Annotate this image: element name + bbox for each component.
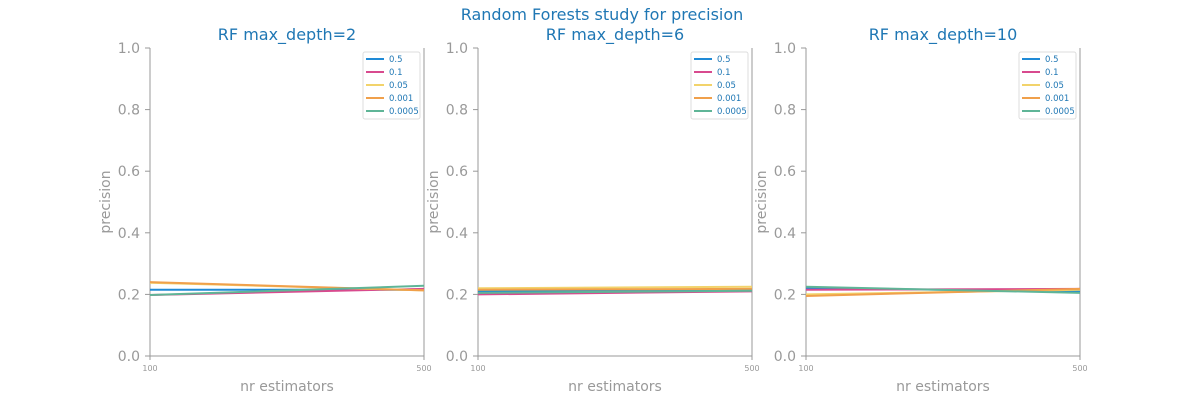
legend-entry: 0.05 [717,81,736,91]
series-line-0.001 [477,287,753,291]
legend-entry: 0.0005 [717,107,747,117]
series-line-0.001 [149,281,425,292]
series-line-0.001 [805,287,1081,297]
y-tick-label: 0.0 [774,349,796,365]
x-axis-label: nr estimators [896,379,990,395]
legend-entry: 0.5 [389,55,403,65]
legend-entry: 0.5 [1045,55,1059,65]
subplot-2: 0.0 0.2 0.4 0.6 0.8 1.0 100 500 RF max_depth=6nr… [426,25,760,395]
y-tick-label: 0.4 [446,226,468,242]
y-tick-label: 1.0 [118,41,140,57]
legend-entry: 0.05 [1045,81,1064,91]
legend-entry: 0.001 [1045,94,1069,104]
y-axis-label: precision [426,170,442,233]
y-tick-label: 0.2 [446,287,468,303]
legend: 0.5 0.1 0.05 0.001 0.0005 [690,51,749,120]
legend: 0.5 0.1 0.05 0.001 0.0005 [362,51,421,120]
legend-entry: 0.5 [717,55,731,65]
y-tick-label: 0.6 [774,164,796,180]
legend-box [362,51,421,120]
subplots: 0.0 0.2 0.4 0.6 0.8 1.0 100 500 RF max_depth=2nr… [98,25,1088,395]
series-line-0.0005 [149,284,425,297]
y-tick-label: 0.0 [446,349,468,365]
legend-entry: 0.001 [389,94,413,104]
y-tick-label: 0.4 [118,226,140,242]
y-tick-label: 0.2 [774,287,796,303]
subplot-3: 0.0 0.2 0.4 0.6 0.8 1.0 100 500 RF max_depth=10n… [754,25,1088,395]
y-tick-label: 0.8 [446,103,468,119]
y-tick-label: 0.8 [118,103,140,119]
x-tick-label: 100 [142,364,157,373]
legend-entry: 0.0005 [1045,107,1075,117]
subplot-title: RF max_depth=10 [869,25,1018,45]
y-tick-label: 0.6 [118,164,140,180]
series-line-0.0005 [477,289,753,294]
subplot-title: RF max_depth=6 [546,25,684,45]
legend-box [690,51,749,120]
legend-entry: 0.0005 [389,107,419,117]
y-tick-label: 1.0 [774,41,796,57]
legend-entry: 0.001 [717,94,741,104]
y-tick-label: 0.6 [446,164,468,180]
series-line-0.0005 [805,285,1081,294]
x-tick-label: 100 [470,364,485,373]
y-tick-label: 0.4 [774,226,796,242]
legend-entry: 0.1 [1045,68,1059,78]
legend-entry: 0.1 [389,68,403,78]
y-tick-label: 0.8 [774,103,796,119]
figure-title: Random Forests study for precision [461,5,744,24]
y-tick-label: 1.0 [446,41,468,57]
x-tick-label: 100 [798,364,813,373]
x-tick-label: 500 [416,364,431,373]
legend-box [1018,51,1077,120]
y-axis-label: precision [754,170,770,233]
y-tick-label: 0.2 [118,287,140,303]
series-line-0.5 [477,288,753,293]
y-axis-label: precision [98,170,114,233]
y-tick-label: 0.0 [118,349,140,365]
x-axis-label: nr estimators [568,379,662,395]
subplot-1: 0.0 0.2 0.4 0.6 0.8 1.0 100 500 RF max_depth=2nr… [98,25,432,395]
x-tick-label: 500 [744,364,759,373]
series-line-0.05 [477,285,753,290]
legend-entry: 0.1 [717,68,731,78]
subplot-title: RF max_depth=2 [218,25,356,45]
legend: 0.5 0.1 0.05 0.001 0.0005 [1018,51,1077,120]
x-tick-label: 500 [1072,364,1087,373]
legend-entry: 0.05 [389,81,408,91]
x-axis-label: nr estimators [240,379,334,395]
